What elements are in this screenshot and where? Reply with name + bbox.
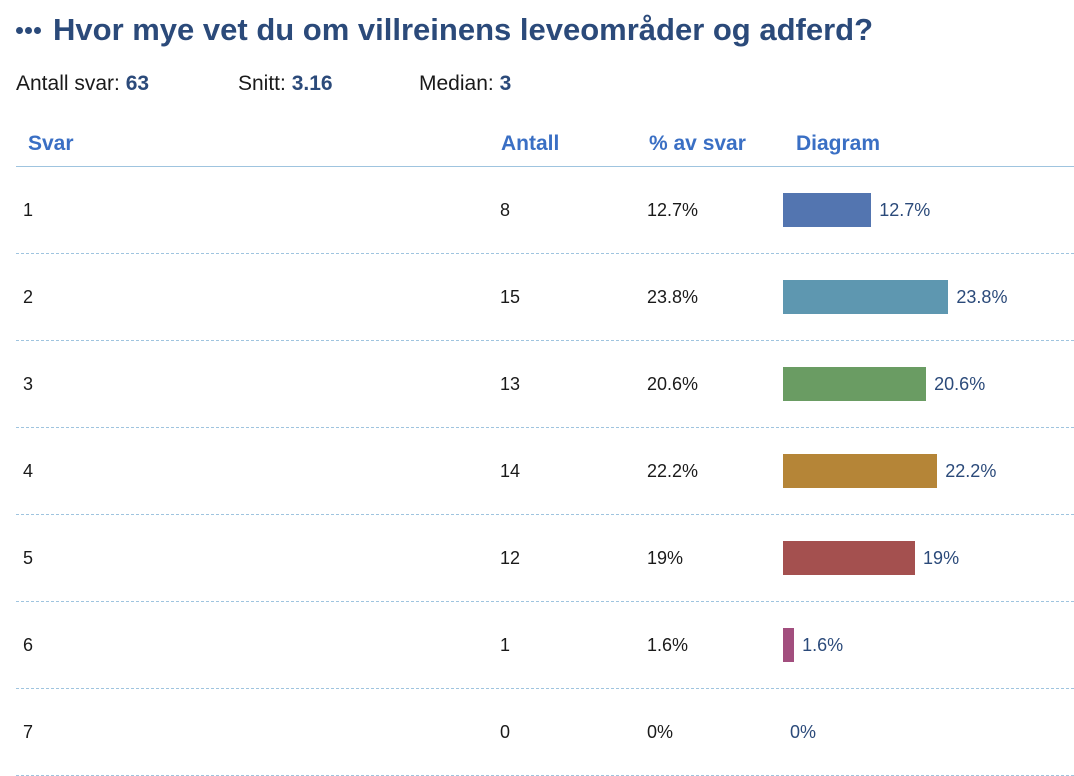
bar-2 bbox=[783, 280, 949, 314]
answer-cell: 3 bbox=[23, 374, 34, 394]
percent-cell: 22.2% bbox=[647, 461, 699, 481]
question-header: Hvor mye vet du om villreinens leveområd… bbox=[16, 8, 873, 52]
stat-median: Median: 3 bbox=[419, 72, 511, 96]
answer-cell: 5 bbox=[23, 548, 34, 568]
question-title: Hvor mye vet du om villreinens leveområd… bbox=[53, 12, 874, 47]
count-cell: 1 bbox=[500, 635, 511, 655]
stat-mean: Snitt: 3.16 bbox=[238, 72, 333, 96]
answer-cell: 7 bbox=[23, 722, 34, 742]
table-row: 1 8 12.7% 12.7% bbox=[16, 167, 1074, 254]
count-cell: 0 bbox=[500, 722, 511, 742]
bar-value-label: 22.2% bbox=[945, 461, 997, 481]
bar-3 bbox=[783, 367, 927, 401]
percent-cell: 1.6% bbox=[647, 635, 689, 655]
bar-6 bbox=[783, 628, 795, 662]
answer-cell: 2 bbox=[23, 287, 34, 307]
bar-value-label: 12.7% bbox=[879, 200, 931, 220]
count-cell: 14 bbox=[500, 461, 521, 481]
column-header-diagram[interactable]: Diagram bbox=[796, 132, 881, 155]
bar-4 bbox=[783, 454, 938, 488]
stat-count-value: 63 bbox=[125, 72, 150, 95]
column-header-answer[interactable]: Svar bbox=[28, 132, 74, 155]
bar-5 bbox=[783, 541, 916, 575]
column-header-count[interactable]: Antall bbox=[501, 132, 560, 155]
column-header-percent[interactable]: % av svar bbox=[649, 132, 746, 155]
table-row: 2 15 23.8% 23.8% bbox=[16, 254, 1074, 341]
percent-cell: 0% bbox=[647, 722, 674, 742]
stat-count-label: Antall svar: bbox=[16, 72, 120, 95]
stat-median-value: 3 bbox=[499, 72, 512, 95]
table-row: 6 1 1.6% 1.6% bbox=[16, 602, 1074, 689]
table-row: 7 0 0% 0% bbox=[16, 689, 1074, 776]
bar-value-label: 20.6% bbox=[934, 374, 986, 394]
stat-count: Antall svar: 63 bbox=[16, 72, 149, 96]
table-row: 4 14 22.2% 22.2% bbox=[16, 428, 1074, 515]
bar-value-label: 1.6% bbox=[802, 635, 844, 655]
percent-cell: 19% bbox=[647, 548, 684, 568]
count-cell: 12 bbox=[500, 548, 521, 568]
count-cell: 8 bbox=[500, 200, 511, 220]
answer-cell: 1 bbox=[23, 200, 34, 220]
percent-cell: 23.8% bbox=[647, 287, 699, 307]
count-cell: 13 bbox=[500, 374, 521, 394]
stat-mean-label: Snitt: bbox=[238, 72, 286, 95]
table-row: 5 12 19% 19% bbox=[16, 515, 1074, 602]
answer-cell: 6 bbox=[23, 635, 34, 655]
count-cell: 15 bbox=[500, 287, 521, 307]
percent-cell: 12.7% bbox=[647, 200, 699, 220]
bar-value-label: 0% bbox=[790, 722, 817, 742]
stat-median-label: Median: bbox=[419, 72, 494, 95]
percent-cell: 20.6% bbox=[647, 374, 699, 394]
bar-value-label: 23.8% bbox=[956, 287, 1008, 307]
bar-1 bbox=[783, 193, 872, 227]
stat-mean-value: 3.16 bbox=[291, 72, 333, 95]
bar-value-label: 19% bbox=[923, 548, 960, 568]
table-header: Svar Antall % av svar Diagram bbox=[16, 128, 1074, 167]
answer-cell: 4 bbox=[23, 461, 34, 481]
more-options-icon[interactable] bbox=[16, 26, 41, 34]
table-row: 3 13 20.6% 20.6% bbox=[16, 341, 1074, 428]
